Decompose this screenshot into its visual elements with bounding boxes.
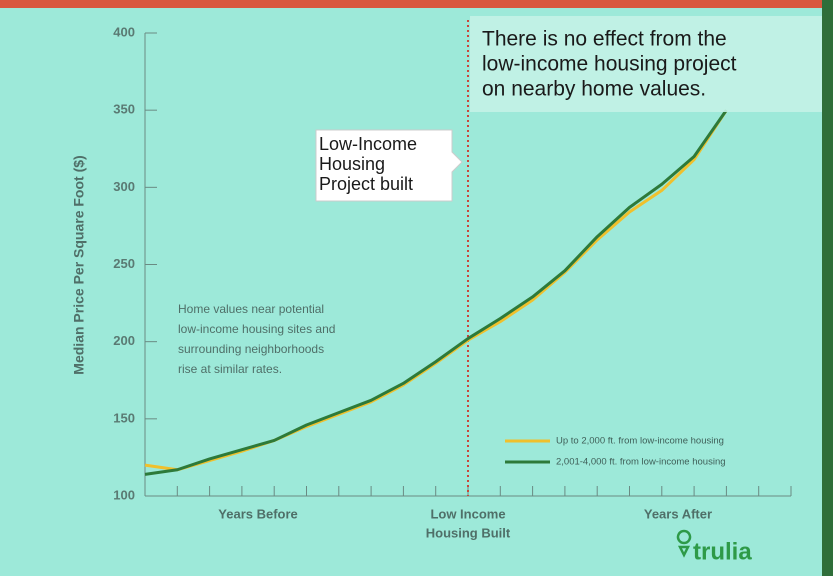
headline-text: There is no effect from the bbox=[482, 28, 727, 51]
legend-label: 2,001-4,000 ft. from low-income housing bbox=[556, 457, 726, 468]
right-strip bbox=[822, 0, 833, 576]
callout-box bbox=[315, 129, 463, 202]
headline-text: on nearby home values. bbox=[482, 78, 706, 101]
callout-text: Low-Income bbox=[319, 134, 417, 154]
note-text: low-income housing sites and bbox=[178, 322, 335, 336]
callout-text: Housing bbox=[319, 154, 385, 174]
note-text: surrounding neighborhoods bbox=[178, 342, 324, 356]
legend-label: Up to 2,000 ft. from low-income housing bbox=[556, 436, 724, 447]
top-bar bbox=[0, 0, 822, 8]
x-tick-label: Years After bbox=[644, 506, 712, 521]
y-tick-label: 400 bbox=[113, 24, 135, 39]
x-tick-label: Housing Built bbox=[426, 525, 511, 540]
y-tick-label: 300 bbox=[113, 179, 135, 194]
brand-pin bbox=[676, 529, 692, 558]
x-tick-label: Years Before bbox=[218, 506, 298, 521]
line-series bbox=[144, 109, 728, 476]
y-tick-label: 200 bbox=[113, 333, 135, 348]
y-tick-label: 250 bbox=[113, 256, 135, 271]
note-text: Home values near potential bbox=[178, 302, 324, 316]
y-tick-label: 100 bbox=[113, 487, 135, 502]
x-tick-label: Low Income bbox=[430, 506, 505, 521]
brand-logo: trulia bbox=[693, 538, 752, 565]
headline-text: low-income housing project bbox=[482, 53, 737, 76]
note-text: rise at similar rates. bbox=[178, 362, 282, 376]
callout-text: Project built bbox=[319, 174, 413, 194]
y-tick-label: 350 bbox=[113, 102, 135, 117]
headline-box bbox=[470, 16, 822, 112]
y-tick-label: 150 bbox=[113, 410, 135, 425]
y-axis-label: Median Price Per Square Foot ($) bbox=[71, 155, 87, 374]
